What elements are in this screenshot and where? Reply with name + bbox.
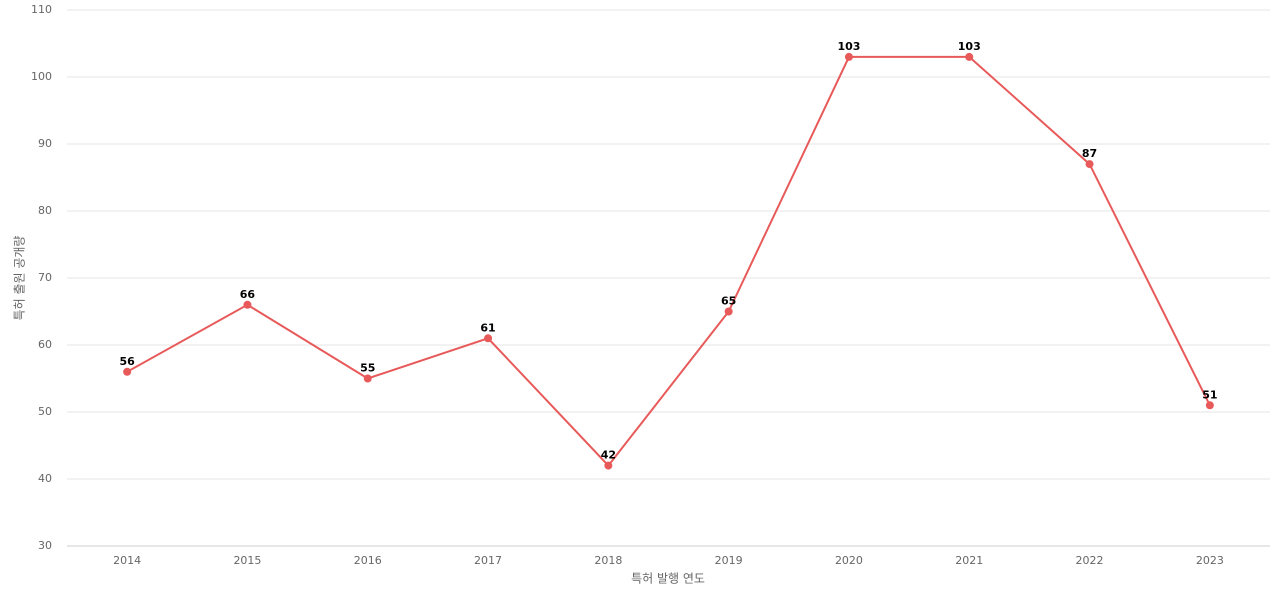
x-tick-label: 2019 [715, 554, 743, 567]
x-tick-label: 2015 [233, 554, 261, 567]
x-axis-label: 특허 발행 연도 [631, 571, 705, 586]
point [1085, 160, 1094, 169]
x-tick-label: 2016 [354, 554, 382, 567]
data-label: 103 [837, 40, 860, 53]
point [363, 374, 372, 383]
point [1205, 401, 1214, 410]
y-tick-label: 70 [38, 271, 52, 284]
y-tick-label: 80 [38, 204, 52, 217]
point [724, 307, 733, 316]
data-label: 66 [240, 288, 256, 301]
x-tick-label: 2018 [594, 554, 622, 567]
point [484, 334, 493, 343]
y-tick-label: 40 [38, 472, 52, 485]
point [243, 300, 252, 309]
data-label: 51 [1202, 388, 1217, 401]
y-axis-label: 특허 출원 공개량 [13, 236, 27, 321]
data-label: 56 [119, 355, 135, 368]
data-label: 65 [721, 295, 736, 308]
x-tick-label: 2023 [1196, 554, 1224, 567]
y-tick-label: 110 [31, 3, 52, 16]
y-tick-label: 60 [38, 338, 52, 351]
x-tick-label: 2020 [835, 554, 863, 567]
point [965, 52, 974, 61]
data-label: 55 [360, 362, 375, 375]
data-label: 87 [1082, 147, 1097, 160]
data-label: 42 [601, 449, 616, 462]
y-tick-label: 100 [31, 70, 52, 83]
line [126, 55, 1211, 468]
x-tick-label: 2021 [955, 554, 983, 567]
y-tick-label: 90 [38, 137, 52, 150]
data-label: 103 [958, 40, 981, 53]
point [844, 52, 853, 61]
x-tick-label: 2017 [474, 554, 502, 567]
data-label: 61 [480, 321, 495, 334]
y-tick-label: 50 [38, 405, 52, 418]
point [604, 461, 613, 470]
x-tick-label: 2022 [1076, 554, 1104, 567]
x-tick-label: 2014 [113, 554, 141, 567]
point [123, 367, 132, 376]
y-tick-label: 30 [38, 539, 52, 552]
